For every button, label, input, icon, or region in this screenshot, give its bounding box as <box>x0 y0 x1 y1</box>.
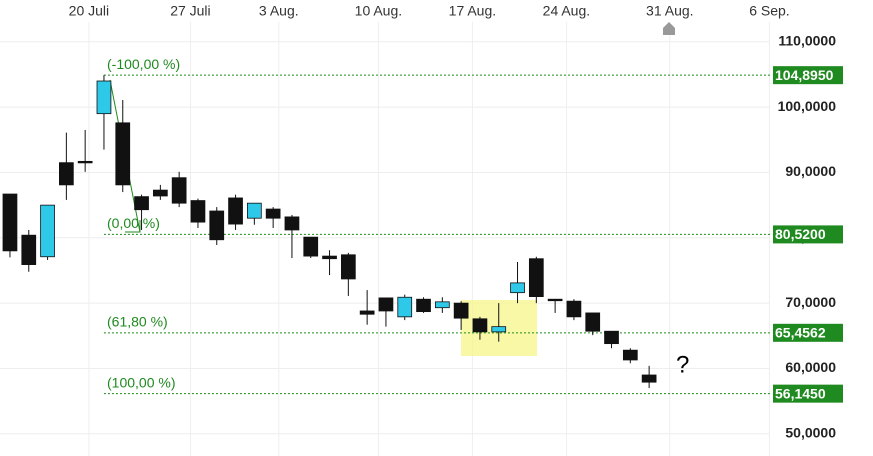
candle-body <box>134 196 149 211</box>
level-label: 104,8950 <box>775 67 834 83</box>
candle-body <box>40 204 55 258</box>
candle-body <box>96 80 112 115</box>
level-label: 56,1450 <box>775 385 826 401</box>
candle-body <box>152 189 168 197</box>
y-tick-label: 90,0000 <box>785 163 836 179</box>
candle-body <box>378 297 394 312</box>
candle-body <box>322 255 337 260</box>
fib-label: (-100,00 %) <box>107 56 180 72</box>
candle-body <box>303 236 319 257</box>
candle-body <box>585 312 601 332</box>
y-tick-label: 110,0000 <box>778 33 836 49</box>
candle-body <box>190 200 206 223</box>
candle-body <box>21 234 37 265</box>
candle-body <box>59 162 74 186</box>
x-tick-label: 3 Aug. <box>259 3 299 19</box>
candle-body <box>228 197 243 225</box>
candle-body <box>528 258 544 297</box>
level-box <box>773 225 843 244</box>
level-box <box>773 384 843 403</box>
candle-body <box>547 298 563 302</box>
candle-body <box>397 296 413 318</box>
candle-body <box>510 282 525 294</box>
level-label: 65,4562 <box>775 325 826 341</box>
level-label: 80,5200 <box>775 226 826 242</box>
candle-body <box>340 254 356 280</box>
x-tick-label: 6 Sep. <box>749 3 789 19</box>
x-tick-label: 10 Aug. <box>355 3 403 19</box>
annotation: ? <box>676 351 689 378</box>
scroll-marker <box>663 22 675 35</box>
candle-body <box>77 160 93 164</box>
level-box <box>773 323 843 342</box>
fib-label: (100,00 %) <box>107 374 175 390</box>
candle-body <box>491 326 507 333</box>
candle-body <box>566 300 582 318</box>
x-tick-label: 24 Aug. <box>543 3 591 19</box>
candle-body <box>453 302 469 319</box>
fib-label: (0,00 %) <box>107 215 160 231</box>
candle-body <box>171 177 187 204</box>
candle-body <box>2 193 18 252</box>
candle-body <box>622 349 638 361</box>
x-tick-label: 27 Juli <box>170 3 210 19</box>
candle-body <box>115 122 131 186</box>
fib-label: (61,80 %) <box>107 314 168 330</box>
candle-body <box>641 374 657 383</box>
y-tick-label: 60,0000 <box>785 359 836 375</box>
candle-body <box>209 210 225 241</box>
y-tick-label: 100,0000 <box>778 98 837 114</box>
candle-body <box>265 208 281 219</box>
candle-body <box>472 318 488 333</box>
x-tick-label: 20 Juli <box>69 3 109 19</box>
candle-body <box>284 216 300 231</box>
y-tick-label: 50,0000 <box>785 424 836 440</box>
candle-body <box>416 298 431 313</box>
x-tick-label: 31 Aug. <box>646 3 694 19</box>
level-box <box>773 66 843 85</box>
x-tick-label: 17 Aug. <box>449 3 497 19</box>
y-tick-label: 70,0000 <box>785 294 836 310</box>
candle-body <box>359 310 375 315</box>
candle-body <box>246 202 262 219</box>
candle-body <box>604 330 619 345</box>
candle-body <box>434 301 450 309</box>
trend-bracket <box>125 220 141 233</box>
